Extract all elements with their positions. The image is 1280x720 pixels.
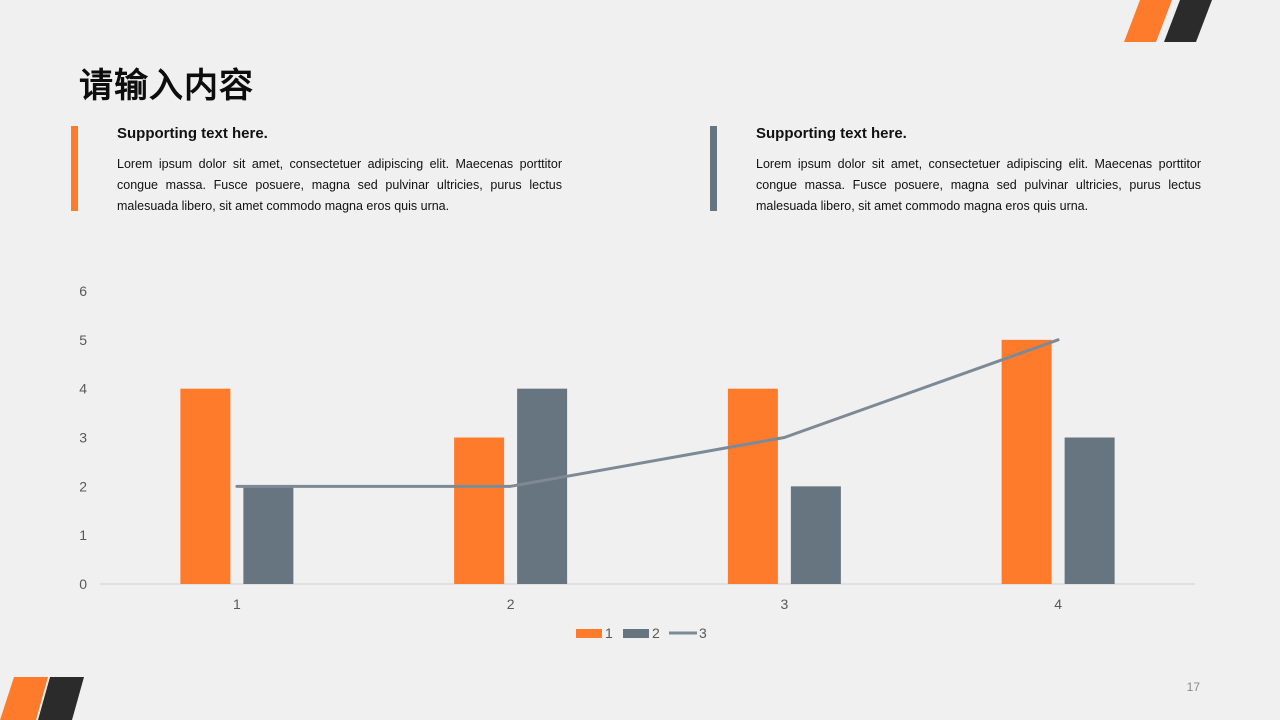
legend-swatch bbox=[576, 629, 602, 638]
block-heading: Supporting text here. bbox=[756, 125, 907, 142]
y-tick-label: 6 bbox=[79, 283, 87, 299]
x-tick-label: 2 bbox=[507, 596, 515, 612]
orange-stripe bbox=[1124, 0, 1172, 42]
legend-label: 3 bbox=[699, 625, 707, 641]
orange-stripe bbox=[0, 677, 48, 720]
text-block-left: Supporting text here. Lorem ipsum dolor … bbox=[117, 124, 562, 217]
x-tick-label: 3 bbox=[780, 596, 788, 612]
accent-bar-right bbox=[710, 126, 717, 211]
accent-bar-left bbox=[71, 126, 78, 211]
line-series-3 bbox=[235, 338, 1060, 488]
legend-label: 2 bbox=[652, 625, 660, 641]
corner-stripes-top bbox=[1124, 0, 1212, 42]
corner-stripes-bottom bbox=[0, 677, 84, 720]
legend-label: 1 bbox=[605, 625, 613, 641]
bar-series-1 bbox=[180, 388, 231, 584]
dark-stripe bbox=[38, 677, 84, 720]
x-tick-label: 4 bbox=[1054, 596, 1062, 612]
bar-series-1 bbox=[727, 388, 778, 584]
legend-swatch bbox=[623, 629, 649, 638]
dark-stripe bbox=[1164, 0, 1212, 42]
bar-series-2 bbox=[517, 388, 568, 584]
block-body: Lorem ipsum dolor sit amet, consectetuer… bbox=[117, 157, 562, 213]
block-heading: Supporting text here. bbox=[117, 125, 268, 142]
block-body: Lorem ipsum dolor sit amet, consectetuer… bbox=[756, 157, 1201, 213]
bar-series-2 bbox=[790, 486, 841, 584]
y-tick-label: 2 bbox=[79, 478, 87, 494]
y-tick-label: 4 bbox=[79, 381, 87, 397]
bar-series-1 bbox=[454, 437, 505, 584]
bar-series-2 bbox=[1064, 437, 1115, 584]
y-tick-label: 3 bbox=[79, 430, 87, 446]
y-tick-label: 1 bbox=[79, 527, 87, 543]
text-block-right: Supporting text here. Lorem ipsum dolor … bbox=[756, 124, 1201, 217]
y-tick-label: 0 bbox=[79, 576, 87, 592]
x-tick-label: 1 bbox=[233, 596, 241, 612]
y-tick-label: 5 bbox=[79, 332, 87, 348]
bar-series-1 bbox=[1001, 339, 1052, 584]
page-number: 17 bbox=[1186, 680, 1200, 694]
page-title: 请输入内容 bbox=[79, 66, 254, 106]
bar-series-2 bbox=[243, 486, 294, 584]
